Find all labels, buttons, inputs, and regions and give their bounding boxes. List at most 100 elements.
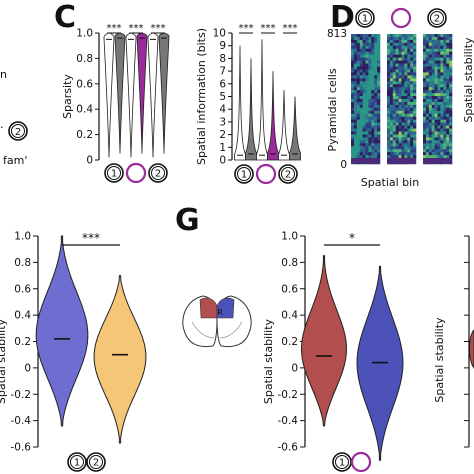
heatmap-cell	[362, 54, 366, 58]
heatmap-cell	[387, 90, 391, 94]
heatmap-cell	[425, 146, 430, 150]
heatmap-cell	[359, 140, 363, 144]
heatmap-column-3	[423, 34, 453, 165]
heatmap-cell	[413, 51, 417, 55]
heatmap-cell	[351, 131, 355, 135]
heatmap-cell	[440, 122, 444, 126]
heatmap-cell	[446, 75, 450, 79]
heatmap-cell	[407, 69, 411, 73]
heatmap-cell	[368, 72, 372, 76]
heatmap-cell	[404, 81, 408, 85]
heatmap-cell	[392, 101, 396, 106]
heatmap-cell	[407, 54, 411, 58]
heatmap-cell	[423, 63, 427, 67]
heatmap-cell	[374, 128, 378, 132]
heatmap-cell	[374, 45, 378, 50]
heatmap-cell	[431, 99, 435, 103]
heatmap-cell	[365, 104, 369, 109]
heatmap-cell	[351, 140, 355, 144]
heatmap-cell	[446, 128, 450, 132]
marker-inner	[335, 455, 349, 469]
heatmap-cell	[413, 104, 417, 109]
heatmap-cell	[428, 140, 432, 144]
heatmap-cell	[401, 75, 405, 79]
heatmap-cell	[401, 125, 405, 129]
heatmap-cell	[449, 131, 453, 135]
heatmap-cell	[449, 137, 453, 141]
heatmap-cell	[362, 143, 366, 147]
chart-stability-hemisphere: -0.6 -0.4 -0.2 0 0.2 0.4 0.6 0.8 1.0 Spatial stab…	[262, 231, 404, 473]
marker-1: 1	[332, 452, 352, 472]
y-tick-label: 0.2	[14, 336, 31, 348]
heatmap-cell	[434, 84, 438, 88]
heatmap-cell	[437, 63, 441, 67]
heatmap-cell	[368, 34, 372, 38]
heatmap-cell	[351, 54, 355, 58]
heatmap-cell	[362, 75, 366, 79]
heatmap-cell	[410, 134, 414, 138]
heatmap-cell	[395, 146, 399, 150]
heatmap-cell	[377, 78, 381, 82]
heatmap-cell	[398, 90, 402, 94]
heatmap-cell	[377, 149, 381, 153]
heatmap-cell	[362, 107, 366, 112]
heatmap-cell	[392, 96, 396, 100]
heatmap-cell	[423, 116, 427, 120]
heatmap-cell	[368, 140, 372, 144]
heatmap-cell	[413, 60, 417, 64]
heatmap-cell	[443, 81, 447, 85]
heatmap-cell	[387, 51, 391, 55]
heatmap-cell	[407, 101, 411, 106]
heatmap-cell	[359, 152, 363, 156]
heatmap-cell	[395, 51, 399, 55]
heatmap-cell	[431, 110, 435, 115]
heatmap-cell	[374, 99, 378, 103]
heatmap-cell	[395, 87, 399, 91]
heatmap-cell	[374, 152, 378, 156]
heatmap-cell	[413, 131, 417, 135]
heatmap-cell	[353, 69, 358, 73]
heatmap-cell	[401, 99, 405, 103]
heatmap-cell	[443, 36, 447, 41]
heatmap-cell	[425, 90, 430, 94]
heatmap-cell	[362, 93, 366, 97]
heatmap-cell	[437, 149, 441, 153]
heatmap-cell	[401, 66, 405, 70]
heatmap-cell	[368, 99, 372, 103]
heatmap-cell	[371, 69, 375, 73]
heatmap-cell	[398, 107, 402, 112]
heatmap-cell	[449, 72, 453, 76]
fragment-text-n: n	[0, 68, 7, 81]
heatmap-cell	[368, 149, 372, 153]
heatmap-cell	[362, 122, 366, 126]
heatmap-cell	[392, 137, 396, 141]
heatmap-cell	[440, 48, 444, 53]
heatmap-cell	[407, 87, 411, 91]
heatmap-cell	[351, 42, 355, 47]
heatmap-cell	[449, 107, 453, 112]
heatmap-cell	[428, 60, 432, 64]
heatmap-cell	[371, 119, 375, 123]
heatmap-cell	[392, 69, 396, 73]
heatmap-cell	[368, 125, 372, 129]
marker-label: 2	[285, 170, 291, 181]
heatmap-cell	[443, 87, 447, 91]
heatmap-cell	[359, 149, 363, 153]
heatmap-cell	[371, 125, 375, 129]
heatmap-cell	[387, 107, 391, 112]
heatmap-cell	[371, 60, 375, 64]
x-axis-label: Spatial bin	[361, 176, 419, 189]
heatmap-cell	[398, 131, 402, 135]
heatmap-cell	[404, 152, 408, 156]
heatmap-cell	[389, 51, 394, 55]
heatmap-cell	[410, 152, 414, 156]
heatmap-cell	[423, 155, 427, 159]
heatmap-cell	[359, 75, 363, 79]
heatmap-cell	[353, 36, 358, 41]
heatmap-cell	[449, 110, 453, 115]
heatmap-cell	[407, 137, 411, 141]
heatmap-cell	[428, 113, 432, 118]
heatmap-cell	[392, 122, 396, 126]
heatmap-cell	[398, 51, 402, 55]
heatmap-cell	[368, 152, 372, 156]
